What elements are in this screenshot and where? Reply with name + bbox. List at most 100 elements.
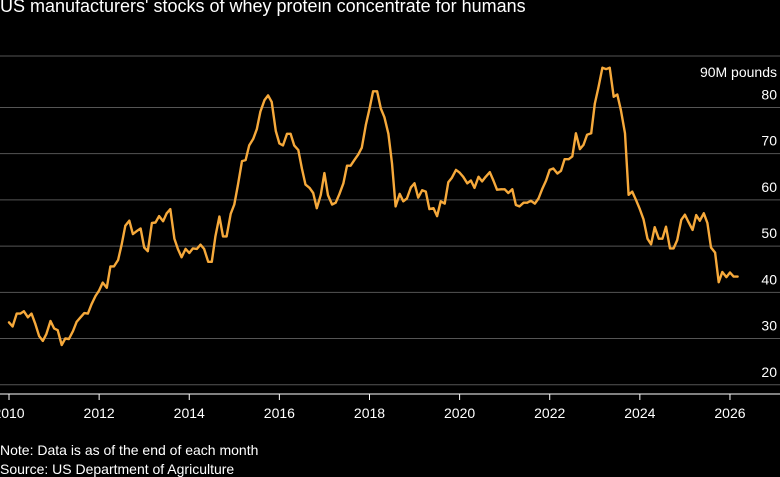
data-point [334, 201, 337, 204]
y-tick-label-20: 20 [761, 364, 777, 380]
data-point [274, 130, 277, 132]
data-point [605, 68, 608, 71]
data-point [293, 144, 296, 147]
data-point [19, 312, 22, 315]
data-point [94, 295, 97, 297]
data-point [732, 275, 735, 278]
data-point [563, 158, 566, 161]
data-point [578, 148, 581, 151]
data-point [635, 199, 638, 202]
data-point [616, 93, 619, 96]
x-tick-label-2012: 2012 [84, 405, 115, 421]
footnote: Note: Data is as of the end of each mont… [0, 442, 259, 458]
data-point [154, 221, 157, 224]
data-point [619, 109, 622, 112]
data-point [300, 167, 303, 170]
data-point [672, 247, 675, 250]
chart-title: US manufacturers' stocks of whey protein… [0, 0, 526, 16]
x-tick-label-2024: 2024 [624, 405, 655, 421]
data-point [286, 132, 288, 135]
data-point [22, 310, 25, 313]
data-point [117, 259, 120, 261]
data-point [11, 325, 14, 328]
data-point [608, 66, 611, 69]
data-point [79, 316, 82, 319]
grid-lines [0, 55, 780, 386]
x-tick-label-2010: 2010 [0, 405, 25, 421]
data-point [665, 225, 667, 228]
data-point [462, 175, 465, 178]
data-point [627, 193, 630, 196]
data-point [113, 265, 115, 268]
y-tick-label-40: 40 [761, 271, 777, 287]
data-point [98, 289, 101, 292]
data-point [458, 171, 461, 174]
data-point [364, 123, 367, 126]
data-point [135, 230, 138, 233]
data-point [188, 252, 191, 254]
data-point [184, 247, 187, 250]
data-point [417, 196, 420, 199]
data-point [680, 218, 683, 221]
data-point [357, 153, 360, 156]
data-point [612, 95, 615, 98]
data-point [124, 224, 127, 227]
data-point [507, 192, 510, 194]
data-point [725, 276, 728, 279]
data-point [203, 247, 206, 250]
data-point [676, 239, 679, 242]
data-point [473, 186, 476, 189]
data-point [405, 197, 408, 200]
data-point [714, 251, 717, 254]
data-point [120, 243, 123, 246]
data-point [90, 303, 93, 306]
data-point [158, 215, 161, 218]
data-point [72, 330, 74, 333]
data-point [687, 221, 690, 224]
data-point [289, 132, 292, 135]
data-point [466, 182, 469, 185]
data-point [15, 312, 18, 315]
data-point [346, 164, 348, 167]
data-point [128, 219, 131, 222]
y-axis-unit-label: 90M pounds [700, 64, 777, 80]
data-point [545, 179, 548, 182]
data-point [26, 316, 29, 319]
data-point [383, 116, 386, 119]
data-point [267, 94, 270, 97]
data-point [222, 235, 224, 238]
data-point [67, 338, 70, 340]
data-point [75, 320, 78, 323]
data-point [372, 90, 375, 93]
data-point [236, 184, 239, 187]
data-point [207, 260, 210, 263]
data-point [503, 188, 506, 191]
data-point [500, 188, 503, 191]
data-point [526, 201, 529, 204]
data-point [312, 192, 315, 194]
data-point [191, 247, 194, 250]
data-point [552, 167, 555, 170]
data-point [319, 193, 322, 196]
x-axis-tick-labels: 2010 2012 2014 2016 2018 2020 2022 2024 2026 [0, 393, 780, 421]
data-point [706, 222, 709, 224]
data-point [567, 158, 570, 161]
data-point [537, 197, 540, 200]
x-tick-label-2016: 2016 [264, 405, 295, 421]
data-point [353, 158, 356, 161]
data-point [30, 312, 33, 315]
data-point [195, 247, 198, 250]
data-point [259, 110, 262, 113]
series-layer [7, 66, 739, 347]
y-tick-label-80: 80 [761, 86, 777, 102]
data-point [376, 90, 379, 93]
y-axis-tick-labels: 80 70 60 50 40 30 20 [761, 86, 777, 379]
data-point [443, 202, 446, 205]
y-tick-label-70: 70 [761, 133, 777, 149]
data-point [165, 212, 168, 215]
data-point [511, 188, 514, 191]
data-point [717, 281, 720, 284]
data-point [38, 335, 41, 338]
data-point [394, 205, 397, 208]
